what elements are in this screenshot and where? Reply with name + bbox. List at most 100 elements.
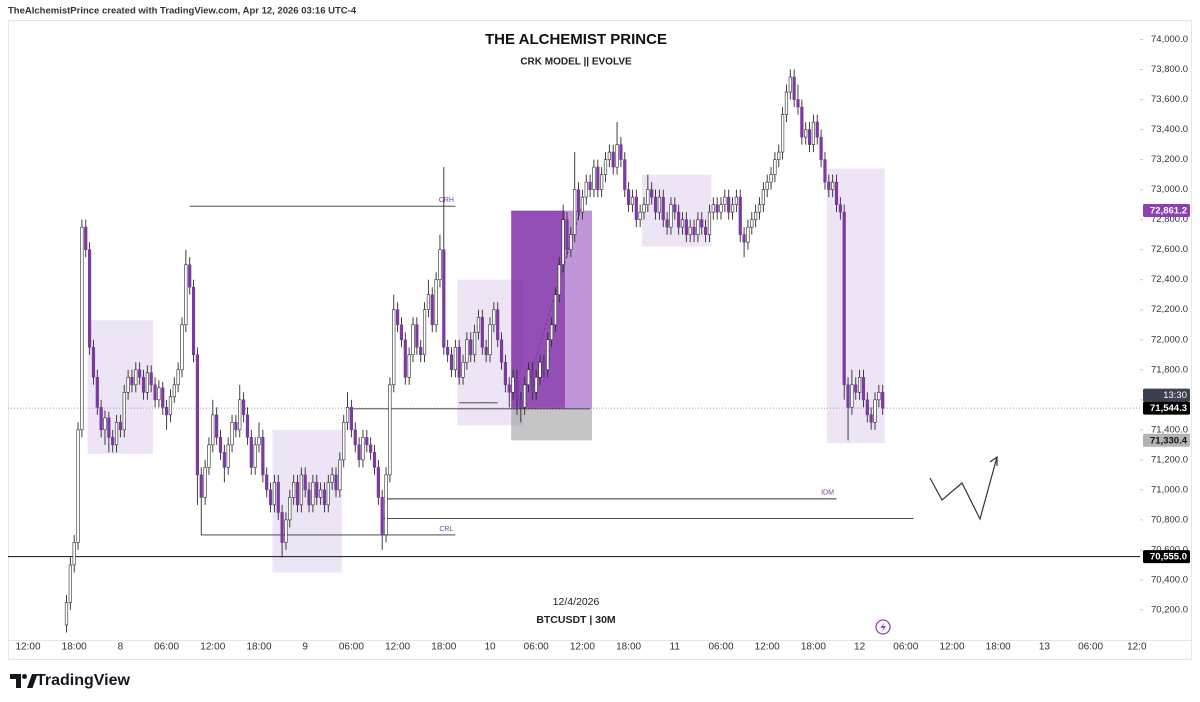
x-tick-label: 06:00 (524, 642, 549, 653)
candle-body (465, 339, 469, 363)
price-badge-label: 71,544.3 (1150, 403, 1187, 414)
x-tick-label: 12:00 (939, 642, 964, 653)
candle-body (203, 467, 207, 498)
candle-body (476, 316, 481, 333)
brand-name: TradingView (36, 672, 131, 689)
candle-body (134, 369, 138, 386)
candle-body (226, 444, 230, 468)
candle-body (180, 324, 184, 371)
candle-body (738, 196, 742, 235)
candle-body (299, 474, 303, 506)
candle-body (865, 399, 869, 416)
candle-body (111, 437, 115, 446)
lightning-icon[interactable] (875, 619, 891, 635)
x-tick-label: 12:00 (15, 642, 40, 653)
x-tick-label: 06:00 (708, 642, 733, 653)
chart-frame (8, 20, 1192, 660)
candle-body (873, 399, 877, 423)
candle-body (407, 354, 411, 378)
candle-body (303, 474, 307, 491)
candle-body (561, 219, 565, 265)
candle-body (449, 354, 454, 371)
candle-body (869, 414, 873, 423)
candle-body (792, 76, 796, 100)
candle-body (846, 384, 850, 408)
candle-body (657, 196, 661, 213)
date-label: 12/4/2026 (553, 596, 600, 608)
x-tick-label: 06:00 (1078, 642, 1103, 653)
candle-body (103, 417, 107, 431)
candle-body (634, 196, 638, 220)
candle-body (827, 181, 831, 190)
candle-body (357, 444, 361, 461)
candle-body (172, 384, 176, 398)
y-tick-label: 70,200.0 (1151, 604, 1188, 615)
brand-logo (10, 674, 38, 688)
chart-subtitle: CRK MODEL || EVOLVE (520, 57, 632, 68)
candle-body (642, 204, 646, 213)
candle-body (215, 414, 219, 438)
x-tick-label: 9 (302, 642, 308, 653)
x-tick-label: 12:00 (755, 642, 780, 653)
candle-body (211, 414, 215, 446)
candle-body (711, 204, 715, 213)
candle-body (157, 387, 161, 401)
zone (511, 408, 593, 441)
candle-body (80, 226, 84, 431)
header-text: TheAlchemistPrince created with TradingV… (8, 6, 357, 17)
candle-body (800, 106, 804, 138)
candle-body (265, 474, 269, 491)
candle-body (234, 422, 238, 431)
candle-body (754, 211, 758, 220)
candle-body (523, 384, 527, 408)
zone (642, 174, 712, 247)
zone (272, 429, 342, 573)
candle-body (268, 489, 273, 506)
candle-body (280, 512, 284, 543)
candle-body (723, 196, 727, 205)
candle-body (661, 196, 665, 220)
candle-body (415, 324, 419, 348)
candle-body (326, 482, 330, 506)
candle-body (819, 136, 823, 160)
candle-body (796, 99, 800, 108)
candle-body (307, 489, 311, 506)
x-tick-label: 11 (670, 642, 681, 653)
candle-body (823, 159, 827, 183)
candle-body (565, 219, 569, 250)
candle-body (569, 234, 573, 250)
candle-body (238, 399, 242, 431)
candle-body (842, 211, 846, 386)
candle-body (122, 392, 126, 431)
candle-body (338, 459, 342, 491)
candle-body (126, 376, 130, 393)
y-tick-label: 73,000.0 (1151, 184, 1188, 195)
candle-body (719, 204, 723, 213)
candle-body (707, 211, 712, 235)
y-tick-label: 72,400.0 (1151, 274, 1188, 285)
candle-body (673, 204, 677, 213)
candle-body (118, 422, 122, 431)
candle-body (596, 166, 600, 190)
candle-body (334, 474, 338, 491)
candle-body (653, 196, 658, 213)
candle-body (542, 361, 546, 371)
price-badge (1143, 550, 1190, 564)
candle-body (496, 309, 500, 341)
candle-body (877, 392, 881, 401)
candle-body (242, 399, 246, 416)
price-badge-label: 70,555.0 (1150, 552, 1187, 563)
candle-body (626, 189, 631, 205)
candle-body (84, 226, 88, 250)
x-tick-label: 18:00 (431, 642, 456, 653)
candle-body (403, 339, 407, 378)
x-tick-label: 12:00 (200, 642, 225, 653)
level-label: IDM (821, 490, 834, 497)
y-tick-label: 71,800.0 (1151, 364, 1188, 375)
candle-body (607, 151, 611, 160)
candle-body (773, 159, 777, 175)
candle-body (603, 159, 608, 175)
candle-body (761, 189, 765, 205)
candle-body (161, 387, 165, 408)
candle-body (72, 542, 76, 566)
